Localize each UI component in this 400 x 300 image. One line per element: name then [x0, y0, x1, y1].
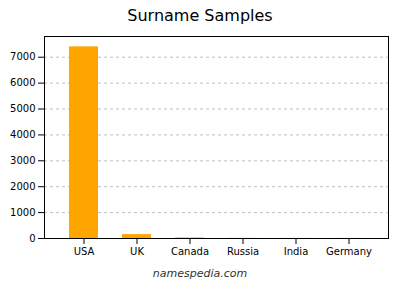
svg-text:0: 0 [29, 233, 35, 244]
svg-text:Russia: Russia [227, 246, 259, 257]
svg-text:India: India [284, 246, 309, 257]
svg-text:Canada: Canada [171, 246, 209, 257]
svg-text:UK: UK [130, 246, 144, 257]
svg-text:USA: USA [74, 246, 95, 257]
svg-text:2000: 2000 [10, 181, 35, 192]
svg-text:4000: 4000 [10, 129, 35, 140]
svg-text:5000: 5000 [10, 103, 35, 114]
html-text:Surname Samples: Surname Samples [127, 6, 273, 25]
html-text:namespedia.com: namespedia.com [152, 267, 248, 280]
svg-text:3000: 3000 [10, 155, 35, 166]
svg-text:6000: 6000 [10, 77, 35, 88]
svg-text:7000: 7000 [10, 51, 35, 62]
svg-text:Germany: Germany [326, 246, 372, 257]
svg-text:1000: 1000 [10, 207, 35, 218]
